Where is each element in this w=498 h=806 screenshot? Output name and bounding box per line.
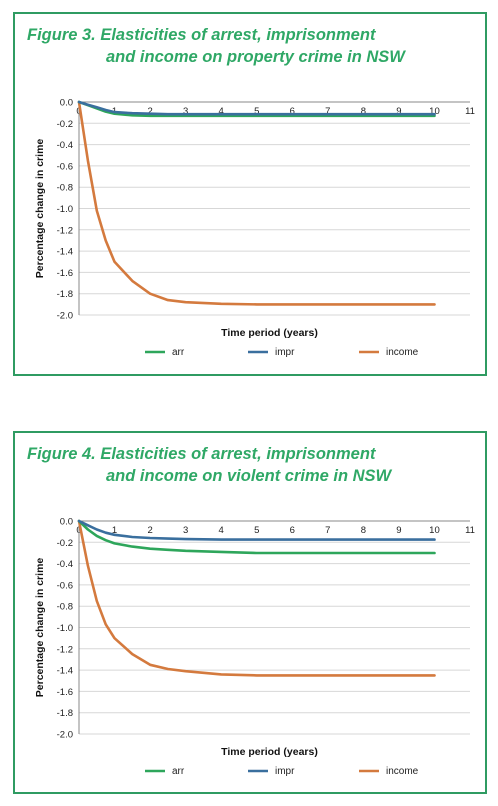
y-axis-title: Percentage change in crime <box>34 139 46 279</box>
x-tick-label: 5 <box>254 525 259 536</box>
y-tick-label: -1.0 <box>57 623 73 634</box>
x-tick-label: 6 <box>290 525 295 536</box>
figure-4-panel: Figure 4. Elasticities of arrest, impris… <box>13 431 487 794</box>
x-tick-label: 7 <box>325 106 330 117</box>
x-axis-title: Time period (years) <box>221 746 318 758</box>
x-axis-title: Time period (years) <box>221 327 318 339</box>
x-tick-label: 10 <box>429 525 440 536</box>
x-tick-label: 6 <box>290 106 295 117</box>
figure-4-title-line-1: Figure 4. Elasticities of arrest, impris… <box>27 445 376 463</box>
y-tick-label: -1.6 <box>57 268 73 279</box>
y-tick-label: -2.0 <box>57 730 73 741</box>
figure-3-title-line-1: Figure 3. Elasticities of arrest, impris… <box>27 26 376 44</box>
series-line-impr <box>77 100 436 116</box>
x-tick-label: 9 <box>396 106 401 117</box>
y-tick-label: -0.6 <box>57 580 73 591</box>
x-tick-label: 5 <box>254 106 259 117</box>
y-tick-label: -1.4 <box>57 247 73 258</box>
x-tick-label: 10 <box>429 106 440 117</box>
x-tick-label: 11 <box>465 525 475 536</box>
legend-label-impr: impr <box>275 766 295 777</box>
y-tick-label: -1.2 <box>57 225 73 236</box>
y-tick-label: 0.0 <box>60 98 73 109</box>
legend-label-arr: arr <box>172 347 185 358</box>
x-tick-label: 4 <box>219 525 224 536</box>
series-line-income <box>77 100 436 306</box>
x-tick-label: 7 <box>325 525 330 536</box>
y-tick-label: -0.6 <box>57 161 73 172</box>
x-tick-label: 2 <box>147 525 152 536</box>
legend-label-arr: arr <box>172 766 185 777</box>
y-tick-label: -0.8 <box>57 183 73 194</box>
legend-label-impr: impr <box>275 347 295 358</box>
legend-label-income: income <box>386 347 419 358</box>
y-tick-label: -1.8 <box>57 289 73 300</box>
y-tick-label: 0.0 <box>60 517 73 528</box>
y-tick-label: -0.2 <box>57 119 73 130</box>
series-line-income <box>77 519 436 677</box>
series-line-impr <box>77 519 436 541</box>
figure-3-title: Figure 3. Elasticities of arrest, impris… <box>27 24 405 68</box>
x-tick-label: 2 <box>147 106 152 117</box>
legend-label-income: income <box>386 766 419 777</box>
y-tick-label: -0.2 <box>57 538 73 549</box>
y-tick-label: -1.8 <box>57 708 73 719</box>
x-tick-label: 4 <box>219 106 224 117</box>
x-tick-label: 11 <box>465 106 475 117</box>
y-tick-label: -0.4 <box>57 140 73 151</box>
y-tick-label: -0.4 <box>57 559 73 570</box>
y-tick-label: -1.2 <box>57 644 73 655</box>
x-tick-label: 9 <box>396 525 401 536</box>
x-tick-label: 8 <box>361 106 366 117</box>
y-tick-label: -0.8 <box>57 602 73 613</box>
y-tick-label: -1.6 <box>57 687 73 698</box>
figure-3-chart: 0.0 -0.2 -0.4 -0.6 -0.8 -1.0 -1.2 -1.4 -1.6 -1.8 -… <box>34 98 475 359</box>
figure-4-title-line-2: and income on violent crime in NSW <box>106 467 392 485</box>
x-tick-label: 8 <box>361 525 366 536</box>
figure-3-title-line-2: and income on property crime in NSW <box>106 48 405 66</box>
figure-4-chart: 0.0 -0.2 -0.4 -0.6 -0.8 -1.0 -1.2 -1.4 -1.6 -1.8 -… <box>34 517 475 778</box>
y-axis-title: Percentage change in crime <box>34 558 46 698</box>
x-tick-label: 3 <box>183 525 188 536</box>
y-tick-label: -1.0 <box>57 204 73 215</box>
y-tick-label: -1.4 <box>57 666 73 677</box>
x-tick-label: 1 <box>112 525 117 536</box>
figure-3-panel: Figure 3. Elasticities of arrest, impris… <box>13 12 487 376</box>
x-tick-label: 3 <box>183 106 188 117</box>
y-tick-label: -2.0 <box>57 311 73 322</box>
series-line-arr <box>77 519 436 555</box>
figure-4-title: Figure 4. Elasticities of arrest, impris… <box>27 443 391 487</box>
